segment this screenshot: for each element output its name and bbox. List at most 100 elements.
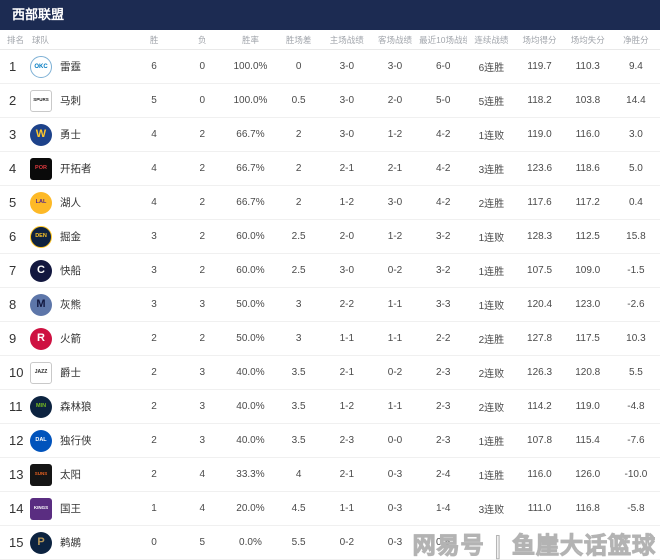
team-row[interactable]: 14 KINGS 国王 1 4 20.0% 4.5 1-1 0-3 1-4 3连败 111.0 116.…	[0, 492, 660, 526]
column-header-5: 胜场差	[285, 34, 312, 45]
stat-losses: 3	[199, 367, 206, 378]
panel-title: 西部联盟	[12, 7, 65, 22]
stat-point_diff: 10.3	[626, 333, 646, 344]
rank-cell: 5	[9, 195, 17, 210]
stat-losses: 3	[199, 435, 206, 446]
stat-last10: 4-2	[435, 163, 451, 174]
stat-away: 0-3	[387, 503, 403, 514]
rank-cell: 3	[9, 127, 17, 142]
stat-last10: 2-2	[435, 333, 451, 344]
column-header-row: 排名 球队 胜 负 胜率 胜场差 主场战绩 客场战绩 最近10场战绩 连续战绩 场均得分 场均失分 净胜…	[0, 30, 660, 50]
stat-away: 2-0	[387, 95, 403, 106]
stat-points_for: 126.3	[527, 367, 553, 378]
stat-streak: 2连败	[478, 403, 505, 414]
team-row[interactable]: 5 LAL 湖人 4 2 66.7% 2 1-2 3-0 4-2 2连胜 117.6 117.2 0.4	[0, 186, 660, 220]
team-row[interactable]: 3 W 勇士 4 2 66.7% 2 3-0 1-2 4-2 1连败 119.0 116.0 3.0	[0, 118, 660, 152]
stat-win_pct: 60.0%	[236, 265, 265, 276]
team-row[interactable]: 12 DAL 独行侠 2 3 40.0% 3.5 2-3 0-0 2-3 1连胜 107.8 115.4…	[0, 424, 660, 458]
stat-points_for: 116.0	[527, 469, 552, 480]
team-row[interactable]: 1 OKC 雷霆 6 0 100.0% 0 3-0 3-0 6-0 6连胜 119.7 110.3 9.4	[0, 50, 660, 84]
mavericks-logo-icon: DAL	[30, 429, 52, 452]
stat-games_behind: 2.5	[291, 265, 306, 276]
team-cell: DEN 掘金	[30, 225, 130, 248]
stat-last10: 4-2	[435, 129, 451, 140]
stat-points_for: 123.6	[527, 163, 553, 174]
stat-point_diff: 9.4	[628, 61, 643, 72]
team-cell: JAZZ 爵士	[30, 361, 130, 384]
stat-win_pct: 66.7%	[236, 163, 265, 174]
stat-point_diff: -1.5	[627, 265, 645, 276]
stat-games_behind: 2	[295, 197, 302, 208]
team-row[interactable]: 4 POR 开拓者 4 2 66.7% 2 2-1 2-1 4-2 3连胜 123.6 118.6 5.0	[0, 152, 660, 186]
stat-losses: 0	[199, 95, 206, 106]
stat-wins: 4	[151, 197, 157, 208]
team-row[interactable]: 2 SPURS 马刺 5 0 100.0% 0.5 3-0 2-0 5-0 5连胜 118.2 103.…	[0, 84, 660, 118]
standings-table: 1 OKC 雷霆 6 0 100.0% 0 3-0 3-0 6-0 6连胜 119.7 110.3 9.4…	[0, 50, 660, 560]
stat-wins: 2	[151, 469, 157, 480]
stat-point_diff: 0.4	[628, 197, 643, 208]
stat-points_for: 118.2	[527, 95, 552, 106]
clippers-logo-icon: C	[30, 259, 52, 282]
column-header-9: 连续战绩	[474, 34, 509, 45]
stat-point_diff: -10.0	[624, 469, 648, 480]
stat-streak: 2连胜	[478, 335, 505, 346]
stat-games_behind: 4.5	[291, 503, 306, 514]
column-header-6: 主场战绩	[329, 34, 364, 45]
team-cell: POR 开拓者	[30, 157, 130, 180]
stat-home: 1-1	[339, 333, 355, 344]
team-row[interactable]: 9 R 火箭 2 2 50.0% 3 1-1 1-1 2-2 2连胜 127.8 117.5 10.3	[0, 322, 660, 356]
team-name: 开拓者	[60, 163, 92, 175]
team-row[interactable]: 10 JAZZ 爵士 2 3 40.0% 3.5 2-1 0-2 2-3 2连败 126.3 120.8…	[0, 356, 660, 390]
stat-win_pct: 66.7%	[236, 129, 265, 140]
stat-home: 2-3	[339, 435, 355, 446]
stat-win_pct: 66.7%	[236, 197, 265, 208]
stat-away: 1-1	[387, 299, 403, 310]
stat-win_pct: 33.3%	[236, 469, 265, 480]
stat-wins: 4	[151, 163, 157, 174]
stat-win_pct: 20.0%	[236, 503, 265, 514]
team-row[interactable]: 13 SUNS 太阳 2 4 33.3% 4 2-1 0-3 2-4 1连胜 116.0 126.0 -1…	[0, 458, 660, 492]
stat-points_against: 117.5	[575, 333, 600, 344]
rank-cell: 10	[9, 365, 24, 380]
stat-streak: 3连胜	[478, 165, 505, 176]
stat-games_behind: 3.5	[291, 435, 306, 446]
stat-wins: 0	[151, 537, 157, 548]
stat-home: 1-2	[339, 197, 355, 208]
stat-wins: 3	[151, 231, 157, 242]
stat-points_for: 127.8	[527, 333, 553, 344]
stat-home: 2-1	[339, 367, 355, 378]
stat-away: 2-1	[387, 163, 403, 174]
rank-cell: 7	[9, 263, 17, 278]
stat-home: 3-0	[339, 95, 355, 106]
stat-points_for: 119.0	[527, 129, 552, 140]
stat-point_diff: 5.5	[628, 367, 643, 378]
rank-cell: 1	[9, 59, 17, 74]
stat-streak: 2连败	[478, 369, 505, 380]
team-row[interactable]: 7 C 快船 3 2 60.0% 2.5 3-0 0-2 3-2 1连胜 107.5 109.0 -1.5	[0, 254, 660, 288]
stat-points_against: 126.0	[575, 469, 601, 480]
stat-streak: 1连败	[478, 233, 505, 244]
stat-losses: 2	[199, 231, 206, 242]
stat-win_pct: 50.0%	[236, 299, 265, 310]
stat-last10: 2-4	[435, 469, 451, 480]
stat-last10: 6-0	[435, 61, 451, 72]
team-cell: MIN 森林狼	[30, 395, 130, 418]
team-row[interactable]: 8 M 灰熊 3 3 50.0% 3 2-2 1-1 3-3 1连败 120.4 123.0 -2.6	[0, 288, 660, 322]
stat-losses: 2	[199, 163, 206, 174]
team-cell: DAL 独行侠	[30, 429, 130, 452]
stat-last10: 3-2	[435, 265, 451, 276]
stat-points_for: 111.0	[527, 503, 552, 514]
team-cell: SPURS 马刺	[30, 89, 130, 112]
rank-cell: 6	[9, 229, 17, 244]
stat-wins: 3	[151, 299, 157, 310]
team-row[interactable]: 15 P 鹈鹕 0 5 0.0% 5.5 0-2 0-3 0-5	[0, 526, 660, 560]
rank-cell: 9	[9, 331, 17, 346]
team-name: 鹈鹕	[60, 537, 81, 549]
team-row[interactable]: 11 MIN 森林狼 2 3 40.0% 3.5 1-2 1-1 2-3 2连败 114.2 119.0…	[0, 390, 660, 424]
stat-points_for: 114.2	[527, 401, 552, 412]
stat-streak: 3连败	[478, 505, 505, 516]
stat-point_diff: -5.8	[627, 503, 645, 514]
stat-games_behind: 5.5	[291, 537, 306, 548]
team-row[interactable]: 6 DEN 掘金 3 2 60.0% 2.5 2-0 1-2 3-2 1连败 128.3 112.5 15…	[0, 220, 660, 254]
stat-away: 1-1	[387, 401, 403, 412]
